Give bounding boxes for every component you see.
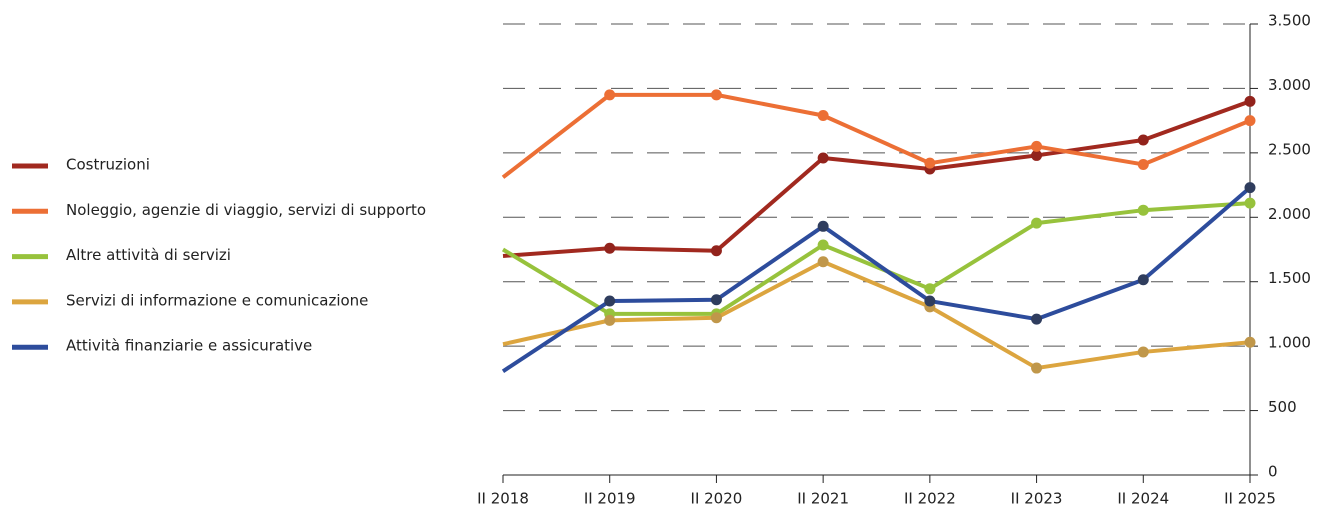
point [1137, 134, 1149, 146]
point [1137, 204, 1149, 216]
point [924, 283, 936, 295]
point [817, 152, 829, 164]
y-tick-label: 2.000 [1268, 205, 1311, 223]
x-tick-label: II 2022 [904, 490, 956, 508]
y-tick-label: 1.500 [1268, 269, 1311, 287]
point [817, 109, 829, 121]
point [710, 89, 722, 101]
y-tick-label: 2.500 [1268, 140, 1311, 158]
y-tick-label: 3.500 [1268, 12, 1311, 30]
point [924, 295, 936, 307]
x-tick-label: II 2018 [477, 490, 529, 508]
point [1031, 140, 1043, 152]
point [1244, 336, 1256, 348]
point [1244, 182, 1256, 194]
point [817, 256, 829, 268]
point [1031, 362, 1043, 374]
x-tick-label: II 2025 [1224, 490, 1276, 508]
point [604, 314, 616, 326]
point [1244, 115, 1256, 127]
x-tick-label: II 2021 [797, 490, 849, 508]
point [817, 239, 829, 251]
point [1137, 274, 1149, 286]
point [604, 89, 616, 101]
legend-label: Attività finanziarie e assicurative [66, 337, 312, 355]
point [604, 295, 616, 307]
series-line [501, 201, 1251, 316]
y-tick-label: 3.000 [1268, 76, 1311, 94]
point [924, 157, 936, 169]
series-line [502, 259, 1251, 371]
point [817, 220, 829, 232]
y-tick-label: 0 [1268, 463, 1278, 481]
point [710, 294, 722, 306]
y-tick-label: 1.000 [1268, 334, 1311, 352]
legend-label: Altre attività di servizi [66, 246, 231, 264]
point [1137, 346, 1149, 358]
x-tick-label: II 2024 [1117, 490, 1169, 508]
point [1244, 197, 1256, 209]
x-tick-label: II 2020 [691, 490, 743, 508]
x-tick-label: II 2019 [584, 490, 636, 508]
point [1137, 158, 1149, 170]
series-line [501, 92, 1251, 179]
x-tick-label: II 2023 [1011, 490, 1063, 508]
point [1031, 149, 1043, 161]
point [710, 312, 722, 324]
point [1244, 95, 1256, 107]
legend-label: Noleggio, agenzie di viaggio, servizi di… [66, 201, 426, 219]
series-line [501, 186, 1252, 373]
series-line [502, 99, 1251, 258]
point [604, 242, 616, 254]
y-tick-label: 500 [1268, 398, 1297, 416]
legend-label: Costruzioni [66, 156, 150, 174]
point [710, 245, 722, 257]
point [1031, 313, 1043, 325]
legend-label: Servizi di informazione e comunicazione [66, 291, 368, 309]
point [1031, 217, 1043, 229]
